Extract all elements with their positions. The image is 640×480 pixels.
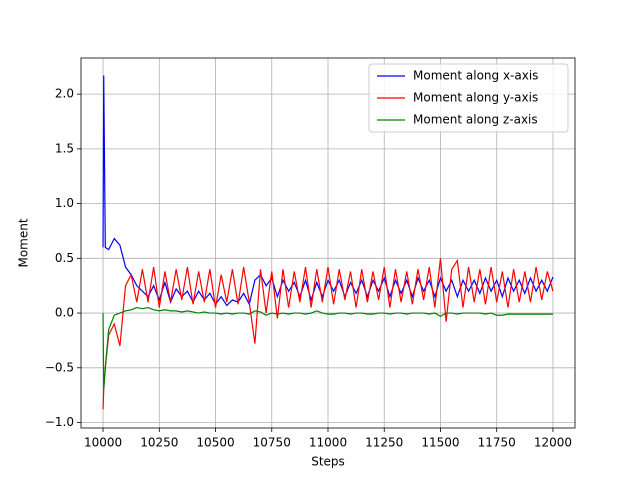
x-tick-label: 10250 [140,436,178,450]
y-axis-label: Moment [17,218,31,267]
y-tick-label: 1.5 [55,141,74,155]
y-tick-label: −0.5 [45,360,74,374]
legend-label: Moment along z-axis [413,113,538,127]
x-axis-label: Steps [311,455,345,469]
data-line [102,258,554,410]
x-tick-label: 10500 [196,436,234,450]
axes-frame [80,57,576,429]
x-tick-label: 10000 [84,436,122,450]
legend-box [368,63,569,133]
y-tick-label: 0.0 [55,306,74,320]
y-tick-label: 1.0 [55,196,74,210]
y-tick-label: −1.0 [45,415,74,429]
data-line [102,306,553,390]
x-tick-label: 11000 [309,436,347,450]
data-line [102,75,554,307]
x-tick-label: 11750 [478,436,516,450]
legend-label: Moment along x-axis [413,69,538,83]
legend-label: Moment along y-axis [413,91,538,105]
x-tick-label: 10750 [253,436,291,450]
y-tick-label: 0.5 [55,251,74,265]
x-tick-label: 11250 [365,436,403,450]
x-tick-label: 12000 [534,436,572,450]
y-tick-label: 2.0 [55,87,74,101]
x-tick-label: 11500 [421,436,459,450]
